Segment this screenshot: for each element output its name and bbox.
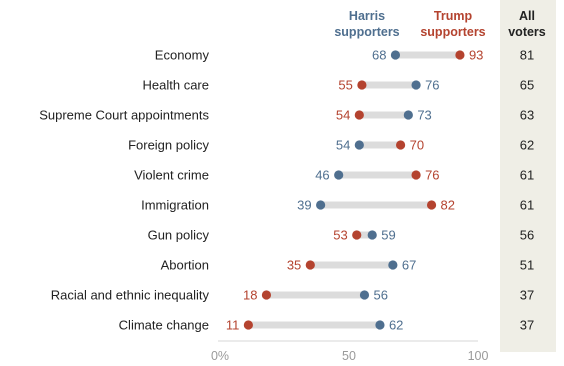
trump-point (396, 140, 406, 150)
all-voters-band (500, 0, 556, 352)
all-voters-value: 61 (520, 168, 534, 183)
trump-point (261, 290, 272, 300)
harris-header-line1: Harris (349, 9, 385, 23)
trump-value-label: 82 (441, 198, 455, 213)
harris-value-label: 67 (402, 258, 416, 273)
trump-value-label: 93 (469, 48, 483, 63)
harris-point (334, 170, 344, 180)
all-voters-value: 61 (520, 198, 534, 213)
trump-value-label: 76 (425, 168, 439, 183)
trump-point (243, 320, 253, 330)
harris-value-label: 59 (381, 228, 395, 243)
trump-point (357, 80, 367, 90)
all-voters-value: 37 (520, 318, 534, 333)
trump-header-line1: Trump (434, 9, 473, 23)
row-1: Health care 76 55 65 (143, 78, 535, 93)
trump-value-label: 70 (410, 138, 424, 153)
category-label: Abortion (161, 258, 209, 273)
harris-point (316, 200, 326, 210)
all-voters-header-line2: voters (508, 25, 546, 39)
row-7: Abortion 67 35 51 (161, 258, 535, 273)
all-voters-value: 81 (520, 48, 534, 63)
all-voters-value: 63 (520, 108, 534, 123)
row-9: Climate change 62 11 37 (119, 318, 535, 333)
all-voters-value: 62 (520, 138, 534, 153)
all-voters-value: 56 (520, 228, 534, 243)
row-8: Racial and ethnic inequality 56 18 37 (51, 288, 535, 303)
trump-point (354, 110, 364, 120)
harris-point (403, 110, 413, 120)
harris-value-label: 46 (315, 168, 329, 183)
harris-header-line2: supporters (334, 25, 399, 39)
harris-point (367, 230, 377, 240)
category-label: Climate change (119, 318, 209, 333)
row-6: Gun policy 59 53 56 (148, 228, 535, 243)
harris-value-label: 68 (372, 48, 386, 63)
all-voters-value: 37 (520, 288, 534, 303)
category-label: Immigration (141, 198, 209, 213)
trump-header-line2: supporters (420, 25, 485, 39)
row-5: Immigration 39 82 61 (141, 198, 534, 213)
harris-point (354, 140, 364, 150)
category-label: Violent crime (134, 168, 209, 183)
harris-point (390, 50, 401, 60)
all-voters-value: 65 (520, 78, 534, 93)
row-4: Violent crime 46 76 61 (134, 168, 534, 183)
harris-value-label: 54 (336, 138, 350, 153)
trump-value-label: 53 (333, 228, 347, 243)
x-tick-label: 100 (468, 349, 489, 363)
all-voters-value: 51 (520, 258, 534, 273)
trump-point (352, 230, 362, 240)
harris-point (359, 290, 370, 300)
trump-point (426, 200, 437, 210)
harris-value-label: 73 (417, 108, 431, 123)
trump-point (305, 260, 315, 270)
trump-value-label: 54 (336, 108, 350, 123)
trump-value-label: 11 (226, 318, 240, 333)
category-label: Racial and ethnic inequality (51, 288, 210, 303)
trump-value-label: 18 (243, 288, 257, 303)
trump-point (455, 50, 465, 60)
row-2: Supreme Court appointments 73 54 63 (39, 108, 534, 123)
harris-value-label: 62 (389, 318, 403, 333)
harris-point (388, 260, 398, 270)
category-label: Health care (143, 78, 209, 93)
row-0: Economy 68 93 81 (155, 48, 534, 63)
all-voters-header-line1: All (519, 9, 535, 23)
harris-point (375, 320, 385, 330)
x-tick-label: 50 (342, 349, 356, 363)
row-3: Foreign policy 54 70 62 (128, 138, 534, 153)
category-label: Foreign policy (128, 138, 209, 153)
trump-point (411, 170, 421, 180)
trump-value-label: 55 (338, 78, 352, 93)
category-label: Supreme Court appointments (39, 108, 209, 123)
x-tick-label: 0% (211, 349, 229, 363)
trump-value-label: 35 (287, 258, 301, 273)
harris-value-label: 56 (373, 288, 387, 303)
category-label: Gun policy (148, 228, 210, 243)
category-label: Economy (155, 48, 210, 63)
harris-value-label: 39 (297, 198, 311, 213)
harris-value-label: 76 (425, 78, 439, 93)
harris-point (411, 80, 421, 90)
